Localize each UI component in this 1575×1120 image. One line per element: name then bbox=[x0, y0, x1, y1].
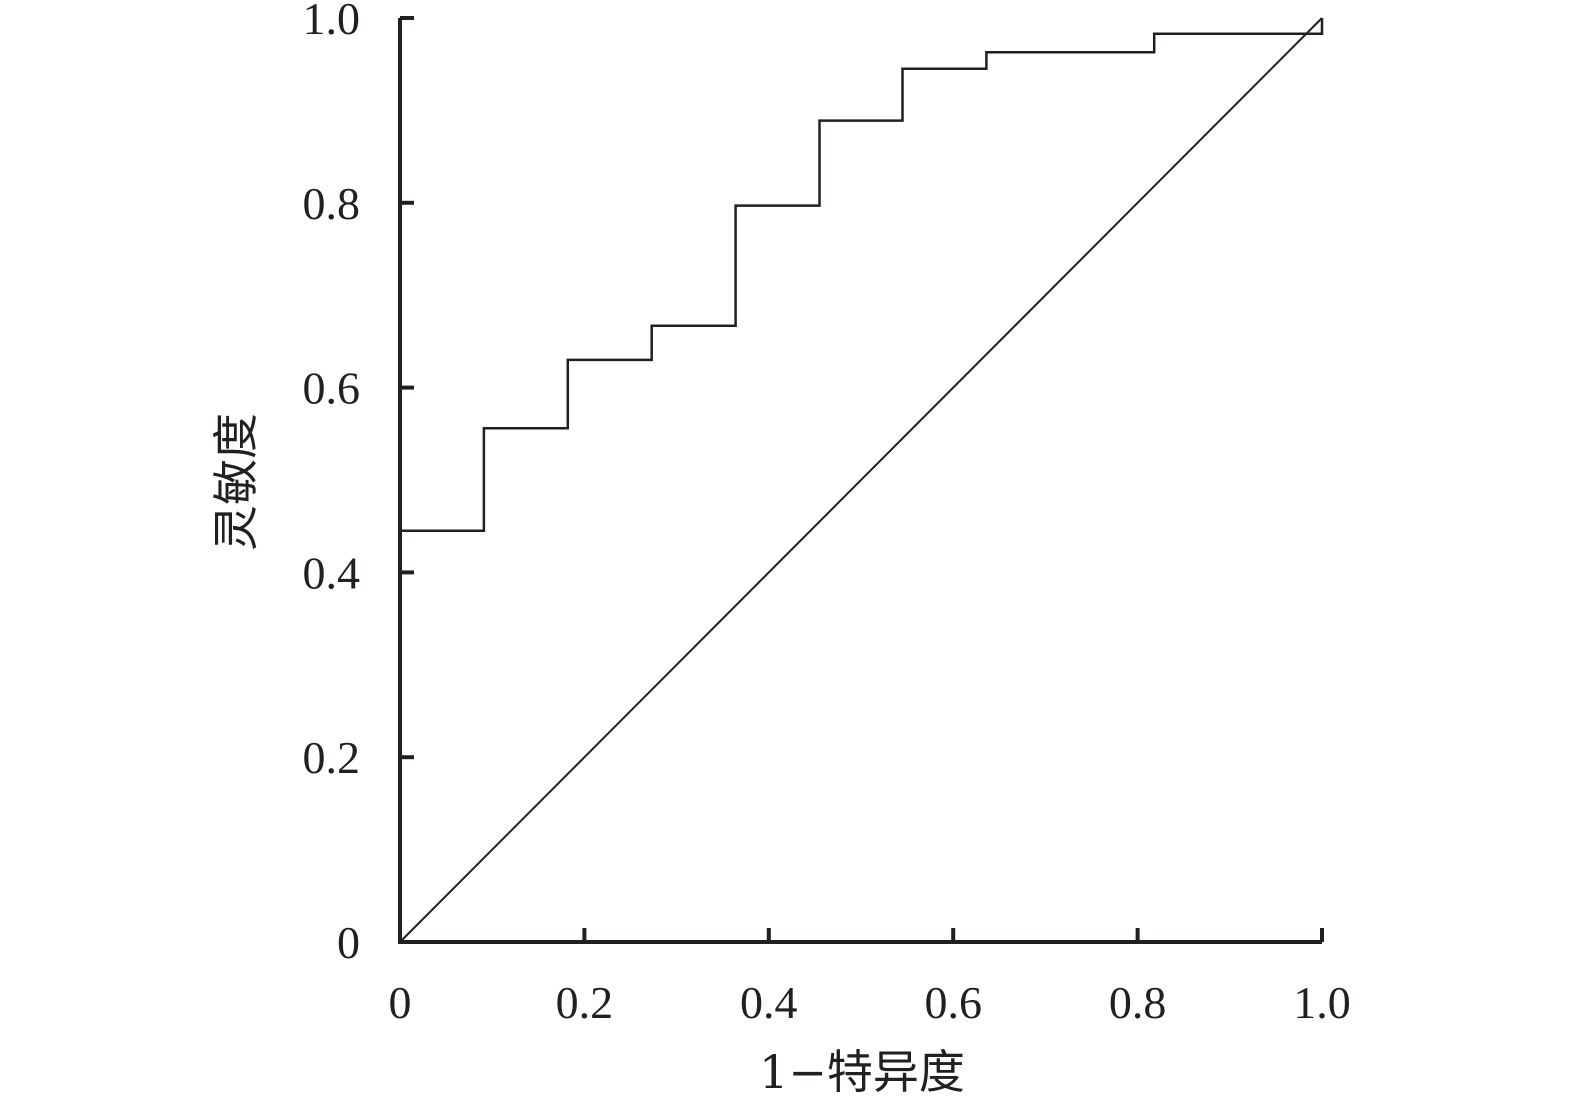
y-tick-label: 0 bbox=[337, 917, 360, 968]
y-tick-label: 0.4 bbox=[303, 547, 361, 598]
x-tick-label: 0.6 bbox=[924, 977, 982, 1028]
x-tick-label: 0 bbox=[389, 977, 412, 1028]
x-tick-label: 0.4 bbox=[740, 977, 798, 1028]
x-tick-label: 1.0 bbox=[1293, 977, 1351, 1028]
y-tick-label: 1.0 bbox=[303, 0, 361, 44]
y-tick-label: 0.6 bbox=[303, 363, 361, 414]
x-tick-label: 0.2 bbox=[556, 977, 614, 1028]
y-tick-label: 0.2 bbox=[303, 732, 361, 783]
y-axis: 0 0.2 0.4 0.6 0.8 1.0 bbox=[303, 0, 414, 968]
x-tick-label: 0.8 bbox=[1109, 977, 1167, 1028]
y-tick-label: 0.8 bbox=[303, 178, 361, 229]
y-axis-title: 灵敏度 bbox=[209, 413, 263, 551]
x-axis: 0 0.2 0.4 0.6 0.8 1.0 bbox=[389, 928, 1351, 1028]
plot-area bbox=[398, 17, 1324, 943]
roc-curve bbox=[398, 18, 1324, 942]
reference-diagonal bbox=[399, 17, 1323, 943]
x-axis-title: 1−特异度 bbox=[759, 1045, 965, 1099]
